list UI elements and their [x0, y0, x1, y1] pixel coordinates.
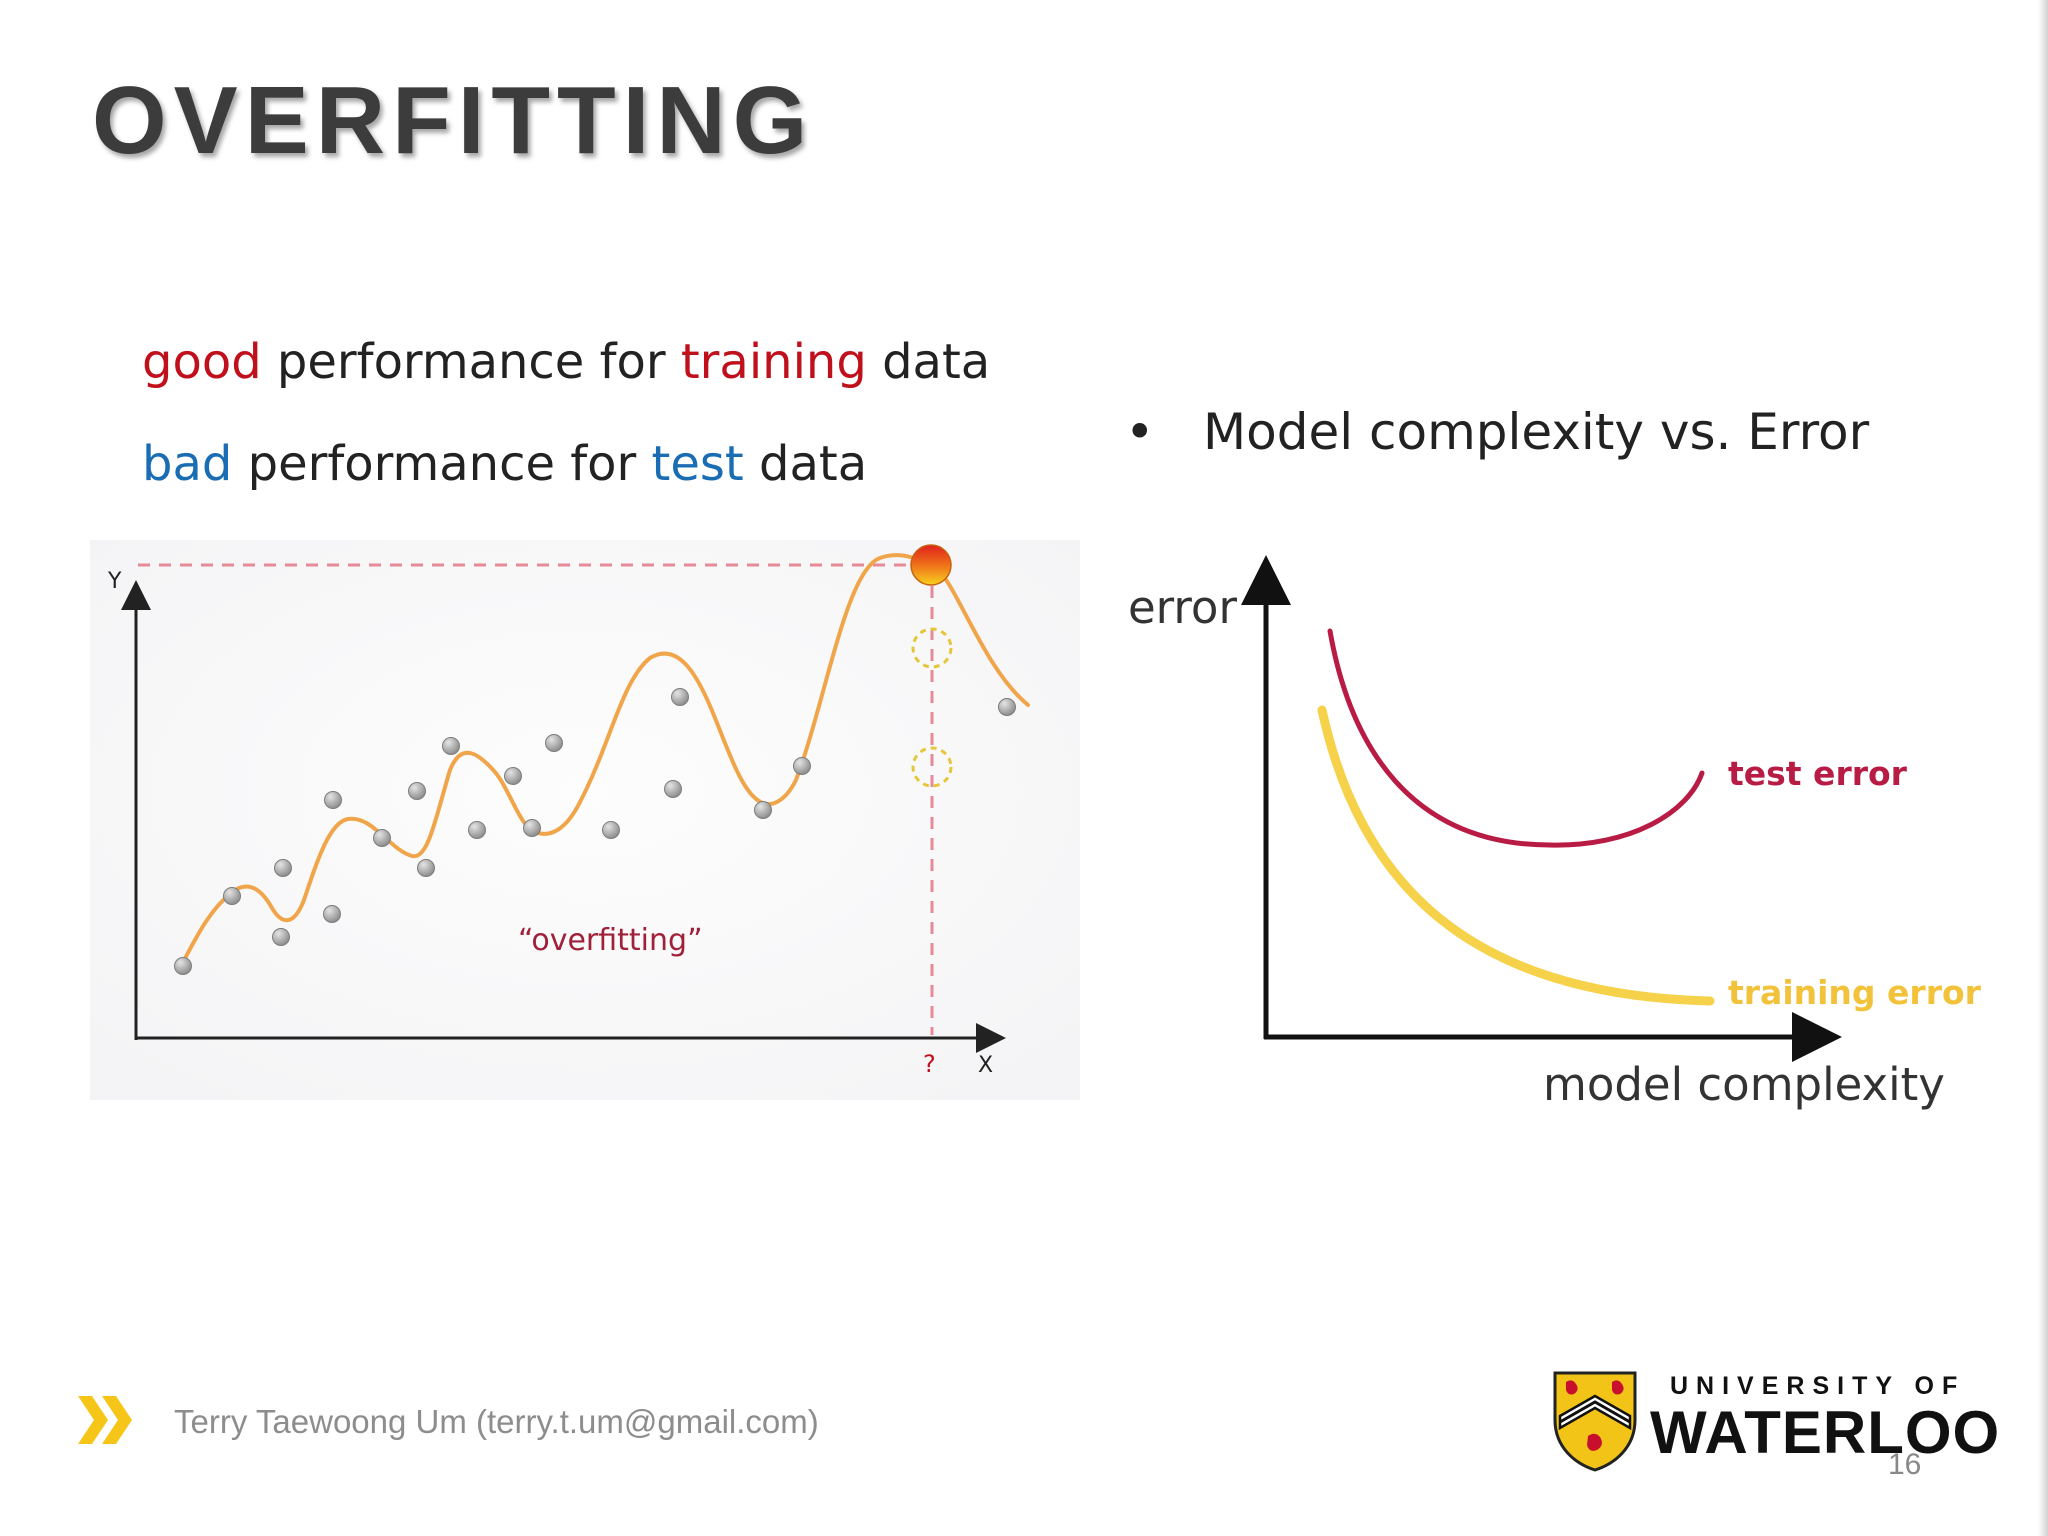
question-mark: ? — [923, 1050, 936, 1078]
data-point — [442, 737, 460, 755]
data-point — [223, 887, 241, 905]
error-axis-label: error — [1128, 581, 1237, 634]
author-credit: Terry Taewoong Um (terry.t.um@gmail.com) — [174, 1403, 819, 1440]
bad-performance-line: bad performance for test data — [142, 436, 867, 492]
data-point — [523, 819, 541, 837]
logo-university-of: UNIVERSITY OF — [1670, 1372, 1966, 1400]
predicted-point — [910, 544, 952, 586]
y-axis-label: Y — [107, 569, 122, 594]
good-word: good — [142, 334, 262, 390]
figure-background — [90, 540, 1080, 1100]
slide-title: OVERFITTING — [92, 67, 815, 174]
data-point — [174, 957, 192, 975]
candidate-circle-upper — [911, 627, 953, 669]
training-word: training — [680, 334, 867, 390]
data-point — [373, 829, 391, 847]
test-word: test — [651, 436, 744, 492]
data-point — [323, 905, 341, 923]
data-point — [504, 767, 522, 785]
data-point — [671, 688, 689, 706]
good-line-text-1: performance for — [261, 334, 681, 390]
candidate-circle-lower — [911, 746, 953, 788]
training-error-curve — [1317, 705, 1715, 1006]
data-point — [272, 928, 290, 946]
data-points — [174, 688, 1016, 975]
bullet-text: Model complexity vs. Error — [1203, 403, 1870, 461]
data-point — [998, 698, 1016, 716]
overfitting-figure: Y X ? “overfitting” — [90, 540, 1080, 1100]
good-performance-line: good performance for training data — [142, 334, 990, 390]
data-point — [324, 791, 342, 809]
bad-line-text-2: data — [743, 436, 868, 492]
data-point — [408, 782, 426, 800]
edge-shadow — [2038, 0, 2048, 1536]
good-line-text-2: data — [866, 334, 991, 390]
double-chevron-icon — [78, 1396, 132, 1444]
data-point — [793, 757, 811, 775]
data-point — [417, 859, 435, 877]
bad-word: bad — [142, 436, 233, 492]
crest-icon — [1553, 1371, 1637, 1472]
page-number: 16 — [1888, 1448, 1922, 1481]
bad-line-text-1: performance for — [232, 436, 652, 492]
data-point — [602, 821, 620, 839]
training-error-label: training error — [1728, 973, 1982, 1012]
complexity-error-figure: error model complexity test error traini… — [1128, 555, 1982, 1111]
test-error-curve — [1327, 628, 1705, 848]
data-point — [468, 821, 486, 839]
x-axis-label: X — [978, 1053, 993, 1078]
complexity-axis-label: model complexity — [1543, 1058, 1945, 1111]
logo-waterloo: WATERLOO — [1650, 1399, 2001, 1466]
overfitting-curve — [180, 553, 1030, 966]
overfitting-annotation: “overfitting” — [518, 923, 703, 958]
data-point — [664, 780, 682, 798]
test-error-label: test error — [1728, 754, 1908, 793]
university-logo: UNIVERSITY OF WATERLOO — [1552, 1370, 1999, 1480]
data-point — [274, 859, 292, 877]
data-point — [754, 801, 772, 819]
data-point — [545, 734, 563, 752]
bullet-dot: • — [1125, 403, 1155, 461]
